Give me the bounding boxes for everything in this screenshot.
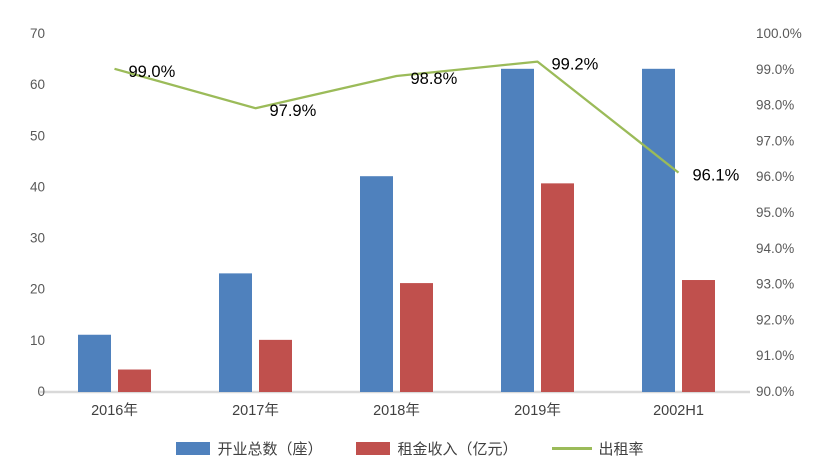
x-axis-category-label: 2017年 [232, 402, 279, 419]
opened-total-bar-2019年 [501, 68, 534, 393]
right-axis-tick: 92.0% [756, 312, 794, 327]
legend-item-occupancy-rate: 出租率 [551, 438, 644, 459]
x-axis-category-label: 2016年 [91, 402, 138, 419]
occupancy-rate-line [114, 60, 680, 174]
left-axis-tick: 30 [30, 231, 45, 246]
legend-label: 出租率 [598, 441, 644, 458]
left-axis-tick: 60 [30, 77, 45, 92]
legend-bar-swatch-icon [176, 442, 211, 455]
legend-line-swatch-icon [551, 447, 592, 450]
right-axis-tick: 97.0% [756, 133, 794, 148]
opened-total-bar-2017年 [219, 273, 252, 392]
right-axis-tick: 96.0% [756, 169, 794, 184]
right-axis-tick: 99.0% [756, 62, 794, 77]
legend-item-rental-income: 租金收入（亿元） [356, 438, 518, 459]
rental-income-bar-2002H1 [682, 280, 715, 392]
opened-total-bar-2018年 [360, 176, 393, 392]
right-axis-tick: 95.0% [756, 205, 794, 220]
right-axis-tick: 91.0% [756, 348, 794, 363]
x-axis-category-label: 2018年 [373, 402, 420, 419]
left-axis-tick: 50 [30, 128, 45, 143]
left-axis-tick: 40 [30, 179, 45, 194]
opened-total-bar-2002H1 [642, 68, 675, 393]
x-axis-category-label: 2002H1 [653, 403, 704, 419]
left-axis-tick: 70 [30, 26, 45, 41]
left-axis-tick: 10 [30, 333, 45, 348]
left-axis-tick: 20 [30, 282, 45, 297]
occupancy-rate-data-label: 97.9% [270, 102, 317, 120]
right-axis-tick: 93.0% [756, 277, 794, 292]
occupancy-rate-data-label: 98.8% [411, 70, 458, 88]
rental-income-bar-2018年 [400, 283, 433, 392]
x-axis-category-label: 2019年 [514, 402, 561, 419]
legend-label: 开业总数（座） [217, 441, 323, 458]
occupancy-rate-data-label: 99.0% [129, 63, 176, 81]
occupancy-rate-data-label: 96.1% [693, 167, 740, 185]
legend-item-opened-total: 开业总数（座） [176, 438, 322, 459]
rental-income-bar-2017年 [259, 339, 292, 392]
legend-label: 租金收入（亿元） [397, 441, 518, 458]
legend-bar-swatch-icon [356, 442, 391, 455]
right-axis-tick: 90.0% [756, 384, 794, 399]
right-axis-tick: 98.0% [756, 98, 794, 113]
opened-total-bar-2016年 [78, 334, 111, 392]
right-axis-tick: 94.0% [756, 241, 794, 256]
right-axis-tick: 100.0% [756, 26, 802, 41]
rental-income-bar-2019年 [541, 183, 574, 392]
left-axis-tick: 0 [37, 384, 45, 399]
chart-legend: 开业总数（座） 租金收入（亿元） 出租率 [0, 438, 820, 459]
rental-income-bar-2016年 [118, 369, 151, 392]
occupancy-rate-data-label: 99.2% [552, 56, 599, 74]
